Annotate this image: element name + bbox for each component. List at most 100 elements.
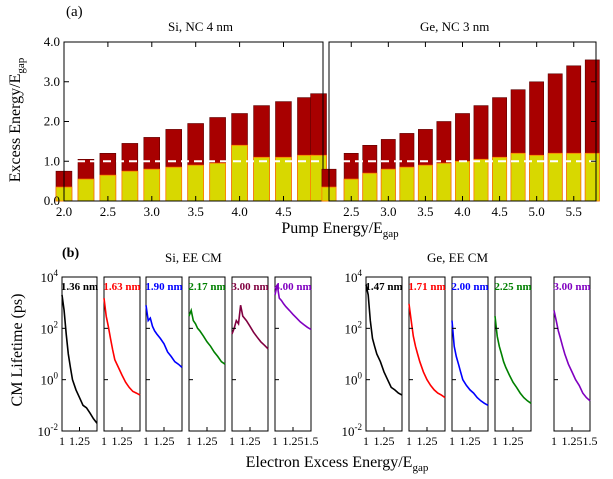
- size-label: 2.00 nm: [451, 281, 488, 293]
- y-tick-label: 0.0: [44, 193, 60, 208]
- x-tick-label: 4.5: [491, 204, 507, 219]
- x-tick-label: 3.0: [380, 204, 396, 219]
- subpanel-frame: [451, 276, 489, 432]
- x-tick-label: 1: [272, 434, 278, 448]
- subpanel-frame: [365, 276, 403, 432]
- size-label: 1.90 nm: [145, 281, 182, 293]
- panel-a-ylabel: Excess Energy/Egap: [7, 57, 27, 182]
- bar-cm: [362, 172, 378, 202]
- y-tick-label-exp: 2: [54, 319, 59, 329]
- size-label: 3.00 nm: [553, 281, 590, 293]
- y-tick-label-exp: -2: [51, 422, 59, 432]
- panel-a-xlabel-main: Pump Energy/E: [281, 220, 382, 237]
- subpanel-frame: [61, 276, 98, 432]
- panel-a-ylabel-main: Excess Energy/E: [7, 74, 24, 183]
- x-tick-label: 5.5: [566, 204, 582, 219]
- y-tick-label: 100: [41, 371, 59, 388]
- x-tick-label: 4.5: [275, 204, 291, 219]
- lifetime-curve: [231, 305, 269, 350]
- lifetime-curve: [553, 310, 591, 402]
- size-label: 4.00 nm: [274, 281, 311, 293]
- y-tick-label-exp: 0: [54, 371, 59, 381]
- subpanel-frame: [231, 276, 269, 432]
- bar-cm: [77, 178, 95, 202]
- x-tick-label: 1.25: [374, 434, 395, 448]
- x-tick-label: 1.5: [304, 434, 319, 448]
- bar-cm: [165, 166, 183, 202]
- y-tick-label: 3.0: [44, 74, 60, 89]
- x-tick-label: 1: [406, 434, 412, 448]
- lifetime-curve: [274, 284, 312, 331]
- x-tick-label: 1.25: [240, 434, 261, 448]
- y-tick-label-exp: 4: [358, 268, 363, 278]
- bar-cm: [253, 156, 270, 202]
- x-tick-label: 2.5: [100, 204, 116, 219]
- bar-cm: [492, 156, 508, 202]
- bar-cm: [187, 164, 204, 202]
- x-tick-label: 1: [229, 434, 235, 448]
- lifetime-curve: [451, 320, 489, 406]
- panel-b-xlabel-main: Electron Excess Energy/E: [246, 454, 413, 471]
- bar-cm: [417, 164, 433, 202]
- y-tick-label-base: 10: [345, 321, 358, 336]
- x-tick-label: 1.5: [583, 434, 598, 448]
- x-tick-label: 1.25: [197, 434, 218, 448]
- x-tick-label: 4.0: [454, 204, 470, 219]
- bar-cm: [473, 158, 489, 202]
- size-label: 3.00 nm: [231, 281, 268, 293]
- bar-cm: [399, 166, 415, 202]
- x-tick-label: 3.5: [188, 204, 204, 219]
- bar-cm: [275, 156, 292, 202]
- y-tick-label-exp: -2: [355, 422, 363, 432]
- subpanel-frame: [408, 276, 446, 432]
- x-tick-label: 5.0: [529, 204, 545, 219]
- x-tick-label: 3.0: [144, 204, 160, 219]
- x-tick-label: 1: [59, 434, 65, 448]
- x-tick-label: 1: [492, 434, 498, 448]
- y-tick-label: 104: [41, 268, 59, 285]
- y-tick-label-base: 10: [345, 373, 358, 388]
- panel-b-group-title-left: Si, EE CM: [165, 250, 222, 265]
- x-tick-label: 1.25: [283, 434, 304, 448]
- bar-cm: [454, 160, 470, 202]
- panel-b-plot: 1.36 nm 1 1.25 1.63 nm 1 1.25 1.90 nm 1 1.25 2.17…: [38, 268, 598, 448]
- panel-b-group-title-right: Ge, EE CM: [427, 250, 488, 265]
- y-tick-label-base: 10: [41, 373, 54, 388]
- size-label: 1.36 nm: [61, 281, 98, 293]
- x-tick-label: 2.5: [343, 204, 359, 219]
- x-tick-label: 1: [186, 434, 192, 448]
- y-tick-label-base: 10: [41, 321, 54, 336]
- x-tick-label: 1.25: [503, 434, 524, 448]
- y-tick-label: 2.0: [44, 114, 60, 129]
- panel-b-xlabel: Electron Excess Energy/Egap: [246, 454, 429, 474]
- y-tick-label: 4.0: [44, 34, 60, 49]
- subpanel-frame: [145, 276, 183, 432]
- panel-b-xlabel-sub: gap: [412, 462, 428, 474]
- panel-a-title-right: Ge, NC 3 nm: [420, 19, 489, 34]
- lifetime-curve: [103, 298, 141, 396]
- size-label: 2.25 nm: [494, 281, 531, 293]
- lifetime-curve: [365, 284, 403, 396]
- svg-text:Excess Energy/Egap: Excess Energy/Egap: [7, 57, 27, 182]
- lifetime-curve: [145, 305, 183, 368]
- y-tick-label-exp: 2: [358, 319, 363, 329]
- panel-a-ylabel-sub: gap: [15, 57, 27, 73]
- lifetime-curve: [61, 294, 98, 424]
- lifetime-curve: [408, 303, 446, 399]
- x-tick-label: 1.25: [112, 434, 133, 448]
- x-tick-label: 1.25: [562, 434, 583, 448]
- x-tick-label: 1: [551, 434, 557, 448]
- x-tick-label: 1.25: [69, 434, 90, 448]
- subpanel-frame: [494, 276, 532, 432]
- y-tick-label: 10-2: [38, 422, 59, 439]
- subpanel-frame: [103, 276, 141, 432]
- panel-a-xlabel: Pump Energy/Egap: [281, 220, 399, 240]
- y-tick-label-exp: 4: [54, 268, 59, 278]
- x-tick-label: 3.5: [417, 204, 433, 219]
- panel-a-label: (a): [66, 4, 83, 20]
- x-tick-label: 1: [101, 434, 107, 448]
- x-tick-label: 1: [143, 434, 149, 448]
- x-tick-label: 1.25: [460, 434, 481, 448]
- size-label: 1.71 nm: [408, 281, 445, 293]
